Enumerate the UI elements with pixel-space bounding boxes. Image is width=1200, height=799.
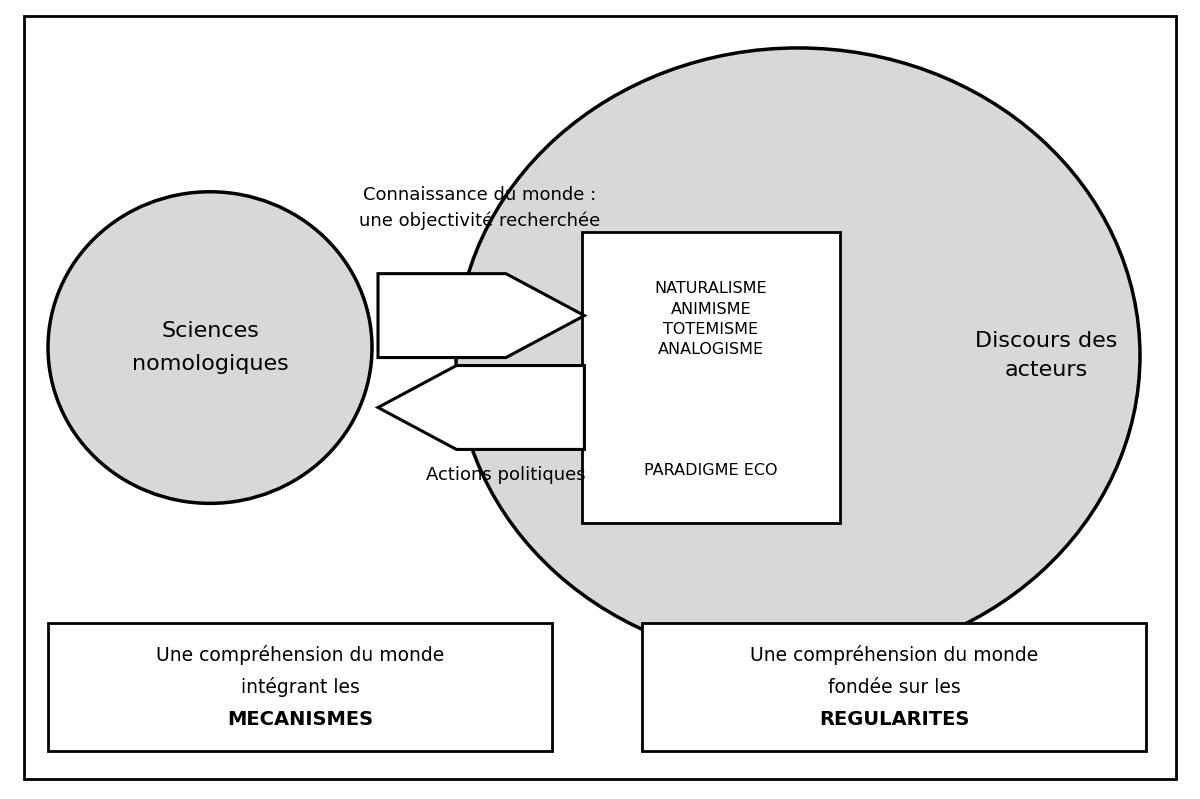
Text: fondée sur les: fondée sur les [828, 678, 960, 697]
Polygon shape [378, 273, 584, 358]
Text: REGULARITES: REGULARITES [818, 710, 970, 729]
Text: NATURALISME
ANIMISME
TOTEMISME
ANALOGISME: NATURALISME ANIMISME TOTEMISME ANALOGISM… [655, 281, 767, 357]
Bar [642, 623, 1146, 751]
Ellipse shape [456, 48, 1140, 663]
Bar [582, 232, 840, 523]
Text: intégrant les: intégrant les [240, 677, 360, 698]
Text: Une compréhension du monde: Une compréhension du monde [156, 646, 444, 666]
Text: Une compréhension du monde: Une compréhension du monde [750, 646, 1038, 666]
Polygon shape [378, 366, 584, 449]
Text: Actions politiques: Actions politiques [426, 467, 586, 484]
Text: Connaissance du monde :
une objectivité recherchée: Connaissance du monde : une objectivité … [359, 186, 601, 229]
Text: MECANISMES: MECANISMES [227, 710, 373, 729]
Ellipse shape [48, 192, 372, 503]
Bar [48, 623, 552, 751]
Text: Discours des
acteurs: Discours des acteurs [976, 331, 1117, 380]
Text: PARADIGME ECO: PARADIGME ECO [644, 463, 778, 479]
Text: Sciences
nomologiques: Sciences nomologiques [132, 321, 288, 374]
